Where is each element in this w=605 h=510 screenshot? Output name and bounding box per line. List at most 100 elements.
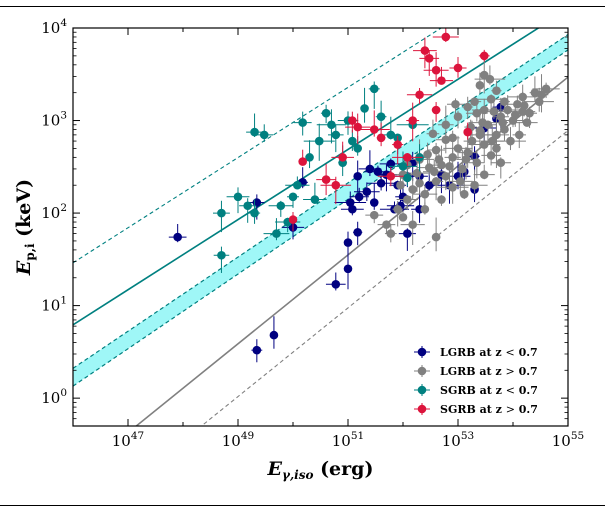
data-point-sgrb-high [463, 122, 472, 140]
data-point-sgrb-low [403, 171, 412, 187]
data-point-lgrb-high [456, 146, 476, 180]
data-point-lgrb-high [365, 210, 384, 224]
data-point-lgrb-high [423, 142, 432, 166]
data-point-sgrb-high [298, 149, 307, 166]
legend-entry-sgrb-low: SGRB at z < 0.7 [414, 384, 538, 397]
x-axis-label: Eγ,iso (erg) [267, 458, 374, 482]
legend-entry-lgrb-low: LGRB at z < 0.7 [414, 346, 538, 359]
data-point-lgrb-high [392, 200, 403, 227]
y-tick-label: 102 [41, 202, 67, 222]
data-point-sgrb-low [226, 187, 250, 214]
data-point-lgrb-high [447, 168, 473, 194]
data-point-lgrb-high [476, 94, 506, 110]
data-point-lgrb-high [510, 107, 520, 127]
data-point-lgrb-high [479, 102, 509, 120]
data-point-sgrb-high [392, 153, 423, 167]
data-point-lgrb-low [269, 316, 279, 349]
data-point-sgrb-low [303, 123, 335, 161]
band-upper-edge [73, 34, 568, 369]
data-point-lgrb-high [384, 224, 397, 243]
data-point-lgrb-high [462, 96, 474, 120]
data-point-lgrb-low [251, 339, 263, 363]
data-point-lgrb-high [447, 98, 464, 116]
data-point-lgrb-high [459, 180, 469, 199]
data-point-lgrb-high [431, 217, 441, 252]
y-tick-label: 103 [41, 110, 67, 130]
legend-label: SGRB at z < 0.7 [440, 384, 538, 397]
data-point-lgrb-high [426, 119, 440, 139]
data-point-lgrb-high [532, 82, 560, 99]
data-point-sgrb-low [383, 116, 399, 140]
lgrb-3sigma-line [200, 130, 568, 426]
data-point-lgrb-high [398, 211, 408, 222]
data-point-lgrb-low [353, 221, 363, 246]
data-point-sgrb-high [348, 111, 357, 133]
data-point-lgrb-high [434, 153, 444, 169]
data-point-lgrb-high [475, 121, 485, 136]
data-point-lgrb-high [377, 220, 396, 235]
data-point-sgrb-high [429, 66, 454, 85]
data-point-sgrb-high [358, 110, 390, 137]
data-point-sgrb-low [248, 198, 261, 224]
data-point-lgrb-low [353, 160, 362, 192]
data-point-sgrb-low [213, 200, 230, 233]
data-point-sgrb-low [213, 246, 230, 273]
data-point-lgrb-high [490, 157, 511, 179]
data-point-sgrb-low [360, 87, 369, 123]
data-point-lgrb-low [334, 191, 367, 210]
data-point-sgrb-high [288, 212, 298, 232]
data-point-lgrb-high [491, 95, 524, 116]
data-point-lgrb-high [445, 156, 454, 185]
x-tick-label: 1055 [552, 430, 584, 450]
data-point-lgrb-low [354, 182, 380, 202]
data-point-lgrb-high [408, 177, 417, 200]
data-point-sgrb-low [388, 151, 418, 171]
data-point-lgrb-high [420, 202, 430, 215]
data-point-sgrb-low [320, 104, 332, 124]
data-point-lgrb-high [469, 150, 485, 179]
data-point-lgrb-high [534, 74, 549, 113]
data-point-lgrb-high [473, 164, 495, 180]
legend-label: LGRB at z > 0.7 [440, 365, 538, 378]
data-point-sgrb-high [449, 57, 467, 78]
data-point-sgrb-high [406, 102, 420, 142]
data-point-lgrb-high [516, 109, 538, 127]
data-point-lgrb-high [475, 72, 485, 94]
data-point-sgrb-high [320, 176, 352, 205]
data-point-lgrb-high [396, 175, 405, 190]
data-point-sgrb-low [246, 113, 264, 138]
data-point-lgrb-high [461, 169, 488, 194]
data-point-lgrb-low [343, 231, 353, 263]
plot-area [72, 27, 569, 427]
data-point-sgrb-low [285, 176, 310, 190]
data-point-lgrb-high [492, 138, 501, 168]
data-point-sgrb-low [239, 198, 257, 223]
data-point-lgrb-high [429, 176, 444, 201]
data-point-lgrb-high [400, 211, 425, 245]
y-axis-label: Ep,i (keV) [13, 179, 37, 276]
data-point-lgrb-high [468, 111, 497, 128]
data-point-sgrb-low [268, 200, 293, 217]
data-point-lgrb-high [463, 120, 481, 161]
data-point-sgrb-high [413, 37, 437, 69]
data-point-lgrb-low [349, 187, 369, 203]
data-point-lgrb-high [499, 97, 510, 111]
y-tick-label: 101 [41, 295, 67, 315]
data-point-sgrb-high [432, 28, 459, 43]
data-point-lgrb-low [364, 165, 392, 176]
data-point-sgrb-high [376, 122, 386, 147]
data-point-lgrb-high [497, 117, 509, 132]
data-point-sgrb-low [305, 140, 314, 169]
data-point-lgrb-high [435, 132, 456, 154]
legend-entry-lgrb-high: LGRB at z > 0.7 [414, 365, 538, 378]
data-point-lgrb-low [369, 182, 379, 210]
data-point-sgrb-high [478, 49, 490, 62]
data-point-lgrb-low [168, 224, 187, 243]
data-point-lgrb-high [491, 80, 502, 96]
data-point-sgrb-high [331, 141, 354, 162]
data-point-sgrb-low [327, 124, 344, 153]
data-point-lgrb-high [437, 195, 446, 206]
data-point-sgrb-low [293, 111, 312, 136]
data-point-lgrb-high [480, 125, 504, 146]
data-point-sgrb-high [406, 87, 433, 104]
